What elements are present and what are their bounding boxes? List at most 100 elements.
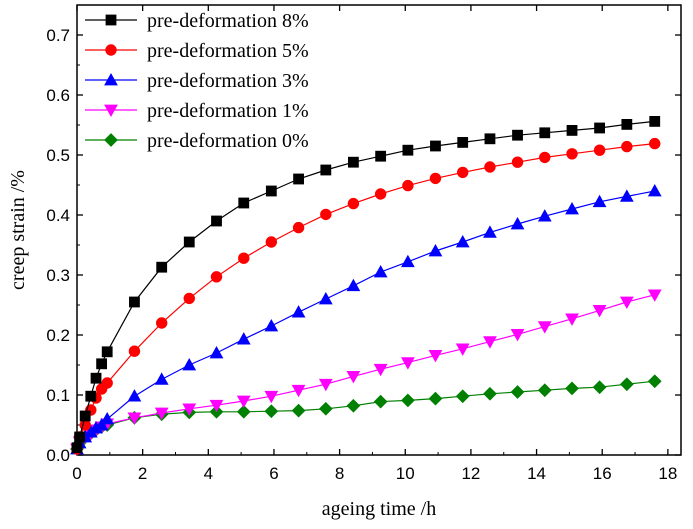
data-point (621, 119, 633, 130)
data-point (183, 292, 195, 305)
data-point (209, 399, 224, 413)
data-point (594, 122, 605, 134)
data-point (455, 343, 470, 356)
data-point (457, 166, 469, 179)
data-point (127, 389, 142, 402)
data-point (647, 183, 662, 197)
data-point (621, 140, 633, 153)
data-point (182, 403, 197, 416)
data-point (264, 390, 279, 404)
data-point (565, 381, 579, 396)
legend-label: pre-deformation 3% (147, 70, 309, 92)
y-tick-label: 0.1 (46, 386, 70, 405)
y-tick-label: 0.6 (46, 86, 70, 105)
data-point (265, 185, 277, 197)
data-point (566, 125, 578, 136)
legend-label: pre-deformation 5% (147, 40, 309, 62)
data-point (236, 332, 251, 345)
x-tick-label: 16 (593, 464, 612, 483)
data-point (90, 372, 102, 384)
data-point (318, 291, 333, 305)
data-point (537, 209, 552, 222)
data-point (401, 393, 415, 408)
y-tick-label: 0.7 (46, 26, 70, 45)
legend-entry: pre-deformation 1% (85, 100, 309, 122)
data-point (210, 271, 223, 283)
data-point (592, 305, 607, 318)
data-point (318, 401, 333, 416)
data-point (182, 357, 197, 371)
data-point (346, 371, 361, 384)
data-point (539, 151, 551, 164)
data-point (592, 194, 607, 208)
data-point (430, 140, 441, 152)
data-point (649, 137, 661, 150)
x-tick-label: 6 (269, 464, 278, 483)
legend-entry: pre-deformation 3% (85, 70, 309, 92)
legend-marker (104, 133, 118, 147)
y-tick-label: 0.2 (46, 326, 70, 345)
data-point (238, 197, 250, 209)
data-point (537, 321, 552, 334)
legend-entry: pre-deformation 5% (85, 40, 309, 62)
data-point (79, 410, 91, 422)
data-point (346, 278, 361, 292)
data-point (96, 358, 108, 370)
data-point (347, 197, 360, 210)
data-point (101, 346, 113, 358)
x-axis-label: ageing time /h (322, 498, 436, 520)
y-tick-label: 0.0 (46, 446, 70, 465)
data-point (593, 144, 606, 156)
data-point (647, 374, 662, 389)
legend-entry: pre-deformation 8% (85, 10, 309, 32)
data-point (429, 172, 442, 185)
data-point (85, 390, 97, 402)
y-tick-label: 0.3 (46, 266, 70, 285)
x-tick-label: 0 (72, 464, 81, 483)
data-point (373, 363, 388, 377)
data-point (455, 234, 470, 248)
data-point (428, 243, 443, 257)
data-point (154, 372, 169, 385)
data-point (619, 189, 634, 202)
data-point (566, 148, 578, 160)
series-0 (71, 116, 661, 454)
data-point (428, 350, 443, 363)
data-point (537, 383, 552, 398)
series-3 (70, 289, 662, 457)
series-line (76, 120, 655, 448)
legend-label: pre-deformation 8% (147, 10, 309, 32)
data-point (483, 336, 497, 349)
series-line (76, 143, 655, 450)
data-point (183, 236, 195, 248)
data-point (291, 403, 306, 418)
data-point (592, 380, 607, 395)
data-point (649, 116, 661, 127)
data-point (373, 264, 388, 278)
data-point (402, 179, 414, 192)
legend-entry: pre-deformation 0% (85, 130, 309, 152)
data-point (484, 133, 496, 145)
data-point (100, 411, 115, 425)
legend-label: pre-deformation 1% (147, 100, 309, 122)
x-tick-label: 14 (527, 464, 546, 483)
data-point (510, 329, 525, 342)
data-point (209, 345, 224, 359)
x-tick-label: 2 (138, 464, 147, 483)
data-point (127, 412, 142, 425)
legend-marker (105, 14, 117, 26)
data-point (484, 161, 496, 173)
data-point (129, 296, 140, 308)
legend-marker (104, 104, 118, 118)
data-point (291, 384, 306, 398)
data-point (619, 296, 634, 310)
data-point (539, 127, 551, 139)
data-point (483, 225, 497, 238)
data-point (94, 417, 109, 431)
data-point (101, 377, 113, 389)
data-point (483, 386, 497, 401)
data-point (318, 378, 333, 392)
data-point (264, 404, 279, 419)
data-point (291, 305, 306, 318)
x-tick-label: 10 (396, 464, 415, 483)
